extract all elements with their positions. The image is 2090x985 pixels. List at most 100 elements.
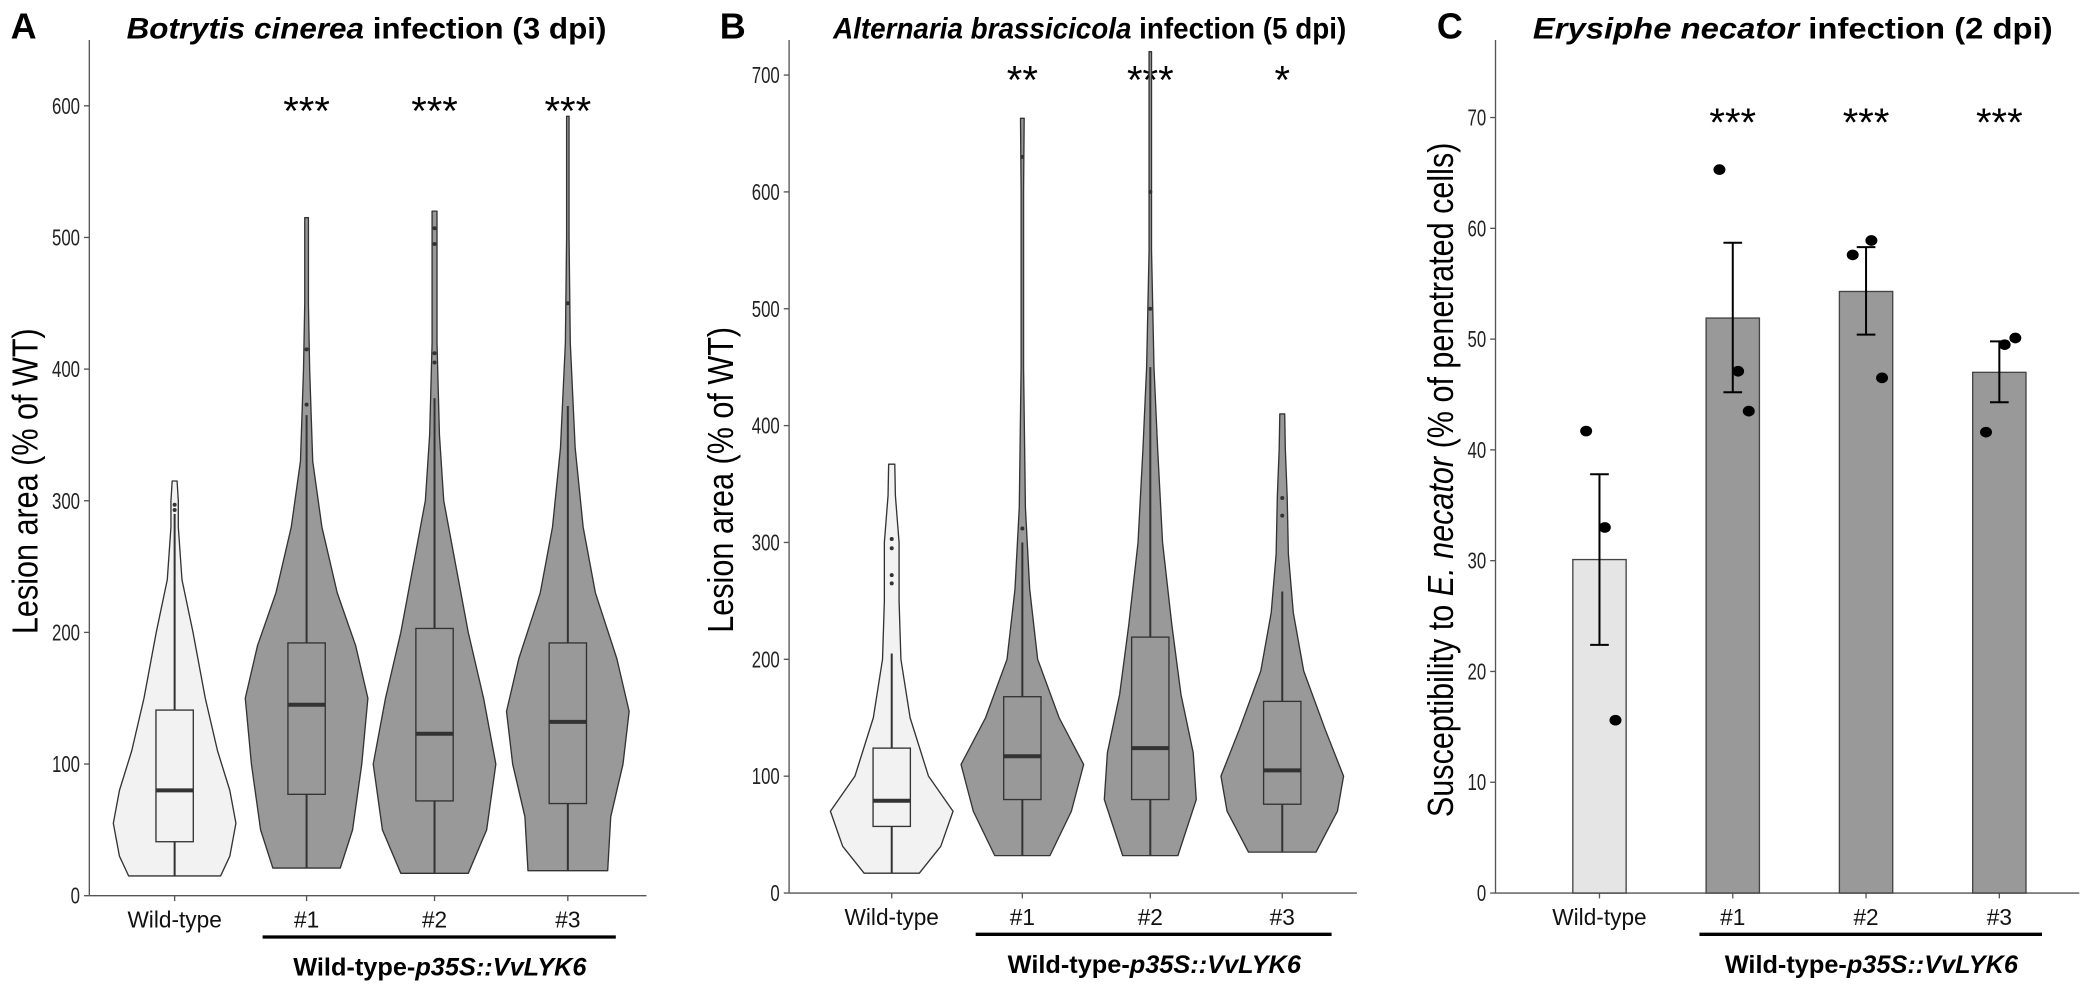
y-tick-label: 600 (52, 93, 80, 119)
significance-marker: * (1274, 59, 1290, 103)
data-point (1742, 405, 1755, 417)
group-label-plain: Wild-type- (1725, 951, 1847, 979)
outlier-point (432, 226, 437, 231)
data-point (1876, 372, 1889, 384)
group-label-plain: Wild-type- (293, 954, 415, 982)
data-point (1732, 365, 1745, 377)
group-label-italic: p35S::VvLYK6 (1129, 951, 1302, 979)
ylabel-italic: E. necator (1422, 455, 1462, 596)
data-point (1713, 164, 1726, 175)
y-tick-label: 100 (752, 763, 780, 789)
x-tick-label: #2 (1853, 904, 1878, 930)
outlier-point (889, 581, 894, 586)
y-tick-label: 500 (752, 296, 780, 322)
y-tick-label: 50 (1468, 326, 1487, 352)
violin (960, 117, 1085, 857)
x-tick-label: Wild-type (1552, 904, 1646, 930)
outlier-point (1148, 189, 1153, 194)
y-axis-label: Lesion area (% of WT) (702, 327, 742, 633)
x-tick-label: Wild-type (845, 904, 939, 930)
box (872, 747, 912, 828)
significance-marker: *** (1709, 101, 1756, 145)
x-tick-label: #2 (1138, 904, 1163, 930)
y-tick-label: 300 (752, 529, 780, 555)
group-label-italic: p35S::VvLYK6 (1846, 951, 2019, 979)
chart-title: Erysiphe necator infection (2 dpi) (1533, 13, 2053, 46)
group-label: Wild-type-p35S::VvLYK6 (1725, 951, 2019, 979)
group-label-plain: Wild-type- (1008, 951, 1130, 979)
title-rest: infection (2 dpi) (1799, 13, 2052, 46)
y-tick-label: 60 (1468, 215, 1487, 241)
x-tick-label: #1 (294, 907, 319, 933)
y-tick-label: 500 (52, 224, 80, 250)
x-tick-label: #3 (555, 907, 580, 933)
y-axis-label: Lesion area (% of WT) (6, 328, 46, 634)
group-label: Wild-type-p35S::VvLYK6 (293, 954, 587, 982)
outlier-point (304, 347, 309, 352)
panel-b: B Alternaria brassicicola infection (5 dp… (702, 6, 1357, 979)
y-tick-label: 200 (752, 646, 780, 672)
data-point (2009, 332, 2022, 344)
data-point (1998, 339, 2011, 350)
outlier-point (1280, 513, 1285, 518)
ylabel-post: (% of penetrated cells) (1422, 143, 1462, 457)
title-rest: infection (3 dpi) (364, 13, 606, 46)
bar (1838, 290, 1894, 894)
x-tick-label: #1 (1720, 904, 1745, 930)
data-point (1846, 249, 1859, 261)
x-tick-label: #3 (1987, 904, 2012, 930)
panel-letter: B (720, 6, 746, 47)
data-point (1609, 714, 1622, 726)
y-tick-label: 10 (1468, 769, 1487, 795)
ylabel-pre: Susceptibility to (1422, 596, 1462, 817)
x-tick-label: #2 (422, 907, 447, 933)
box (1130, 636, 1170, 801)
y-tick-label: 20 (1468, 658, 1487, 684)
y-tick-label: 600 (752, 179, 780, 205)
box (1003, 696, 1042, 801)
y-tick-label: 30 (1468, 548, 1487, 574)
panel-c: C Erysiphe necator infection (2 dpi) 0 10 20… (1422, 6, 2080, 979)
outlier-point (1148, 306, 1153, 311)
chart-title: Alternaria brassicicola infection (5 dpi… (832, 13, 1346, 46)
group-label: Wild-type-p35S::VvLYK6 (1008, 951, 1302, 979)
outlier-point (304, 402, 309, 407)
y-tick-label: 300 (52, 488, 80, 514)
significance-marker: *** (411, 89, 458, 133)
y-tick-label: 0 (71, 883, 80, 909)
outlier-point (1020, 526, 1025, 531)
bar (1972, 371, 2027, 894)
y-tick-label: 40 (1468, 437, 1487, 463)
y-tick-label: 70 (1468, 105, 1487, 131)
data-point (1980, 426, 1993, 438)
outlier-point (1020, 154, 1025, 159)
outlier-point (432, 360, 437, 365)
outlier-point (1280, 496, 1285, 501)
y-tick-label: 0 (770, 880, 779, 906)
box (155, 709, 194, 843)
outlier-point (889, 546, 894, 551)
x-tick-label: #1 (1010, 904, 1035, 930)
title-rest: infection (5 dpi) (1131, 13, 1346, 46)
data-point (1580, 425, 1593, 437)
outlier-point (889, 536, 894, 541)
y-tick-label: 400 (52, 356, 80, 382)
outlier-point (172, 507, 177, 512)
significance-marker: *** (1976, 101, 2023, 145)
outlier-point (889, 573, 894, 578)
y-tick-label: 100 (52, 751, 80, 777)
box (287, 642, 326, 795)
significance-marker: *** (1843, 101, 1890, 145)
outlier-point (432, 351, 437, 356)
outlier-point (172, 502, 177, 507)
data-point (1598, 522, 1611, 533)
outlier-point (432, 242, 437, 247)
chart-title: Botrytis cinerea infection (3 dpi) (127, 13, 607, 46)
box (415, 627, 454, 802)
bar (1705, 317, 1761, 894)
x-tick-label: #3 (1270, 904, 1295, 930)
significance-marker: *** (283, 89, 330, 133)
panel-letter: C (1437, 6, 1463, 47)
y-tick-label: 200 (52, 619, 80, 645)
